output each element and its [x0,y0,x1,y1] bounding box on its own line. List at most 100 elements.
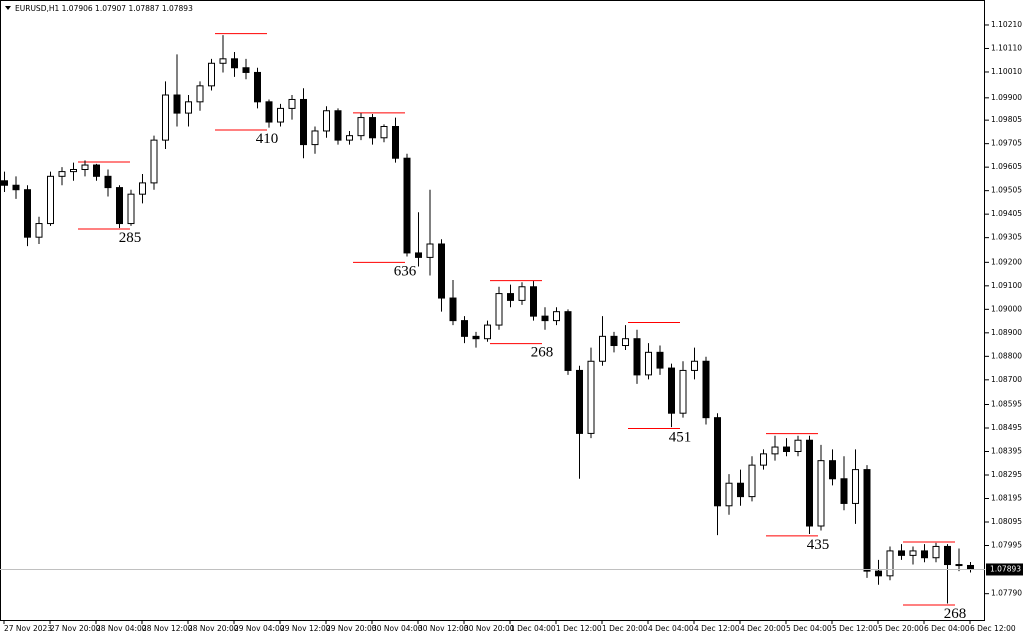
candle-body [254,71,261,103]
candle-body [564,311,572,371]
candle-body [35,223,43,238]
candle-body [449,297,457,322]
candle-body [576,369,583,434]
y-tick-label: 1.07790 [991,589,1022,598]
x-tick-label: 1 Dec 20:00 [602,624,648,633]
x-tick-label: 27 Nov 2023 [4,624,52,633]
candle-body [277,107,284,123]
y-tick-label: 1.09605 [991,162,1022,171]
range-label: 268 [944,606,967,622]
candle-body [265,101,273,123]
candle-body [231,58,238,69]
candle-body [24,189,31,238]
candle-body [737,482,744,498]
y-tick-label: 1.10010 [991,67,1022,76]
candle-body [863,469,871,572]
candle-body [311,130,319,146]
x-tick-label: 27 Nov 20:00 [50,624,101,633]
candle-body [691,360,698,371]
y-tick-label: 1.08700 [991,375,1022,384]
candle-body [173,94,181,114]
range-label: 285 [119,230,142,246]
candle-body [403,157,411,254]
y-tick-label: 1.09900 [991,93,1022,102]
candle-body [346,135,353,141]
candle-body [610,335,618,347]
y-tick-label: 1.08195 [991,494,1022,503]
candle-body [771,446,779,455]
y-tick-label: 1.07995 [991,541,1022,550]
candle-body [656,351,664,369]
candle-body [806,439,813,527]
candle-body [357,117,365,137]
candle-body [81,164,89,171]
x-tick-label: 28 Nov 04:00 [96,624,147,633]
y-tick-label: 1.10210 [991,20,1022,29]
range-label: 451 [669,429,692,445]
candle-body [898,550,905,556]
y-tick-label: 1.09405 [991,209,1022,218]
candle-body [484,324,491,340]
candle-body [334,110,342,141]
candle-body [840,478,848,504]
candle-body [921,550,928,559]
range-label: 268 [531,345,554,361]
candle-body [242,67,250,73]
x-tick-label: 30 Nov 04:00 [372,624,423,633]
candle-body [507,293,514,301]
candles [1,35,974,604]
y-tick-label: 1.09505 [991,186,1022,195]
axes: 1.07790 1.07995 1.08095 1.08195 1.08295 1.083… [0,20,1023,633]
candle-body [70,169,77,173]
y-tick-label: 1.10110 [991,43,1022,52]
y-tick-label: 1.09100 [991,281,1022,290]
candle-body [116,187,123,225]
chart-title: EURUSD,H1 1.07906 1.07907 1.07887 1.0789… [15,4,193,13]
x-tick-label: 28 Nov 20:00 [188,624,239,633]
candle-body [932,545,940,559]
candle-body [495,293,503,326]
y-tick-label: 1.08595 [991,400,1022,409]
range-label: 435 [807,537,830,553]
candle-body [392,125,399,159]
candle-body [139,182,146,195]
x-tick-label: 28 Nov 12:00 [142,624,193,633]
candle-body [12,184,20,191]
x-tick-label: 30 Nov 20:00 [464,624,515,633]
y-tick-label: 1.09305 [991,233,1022,242]
range-label: 636 [394,263,417,279]
candle-body [633,338,641,376]
candle-body [886,550,894,577]
candle-body [47,175,54,225]
candle-body [622,338,629,347]
y-tick-label: 1.08800 [991,351,1022,360]
y-tick-label: 1.08295 [991,470,1022,479]
y-tick-label: 1.09200 [991,257,1022,266]
plot-border [0,0,985,621]
candle-body [58,171,66,177]
candle-body [300,98,307,146]
candle-body [288,98,296,109]
candle-body [104,175,112,189]
candle-body [196,85,204,103]
candle-body [760,453,767,466]
range-label: 410 [256,131,279,147]
candle-body [967,564,974,570]
x-tick-label: 30 Nov 12:00 [418,624,469,633]
candle-body [714,417,721,507]
candle-body [725,482,733,507]
candle-body [668,367,675,414]
y-tick-label: 1.09000 [991,304,1022,313]
y-tick-label: 1.08900 [991,328,1022,337]
candle-body [875,570,882,577]
candle-body [426,243,434,258]
title-marker [5,6,11,10]
candle-body [380,125,388,139]
candle-body [852,469,859,504]
y-tick-label: 1.08095 [991,517,1022,526]
x-tick-label: 1 Dec 04:00 [510,624,556,633]
candle-body [783,446,790,453]
y-tick-label: 1.09705 [991,139,1022,148]
candle-body [955,564,963,567]
candle-body [518,286,526,301]
